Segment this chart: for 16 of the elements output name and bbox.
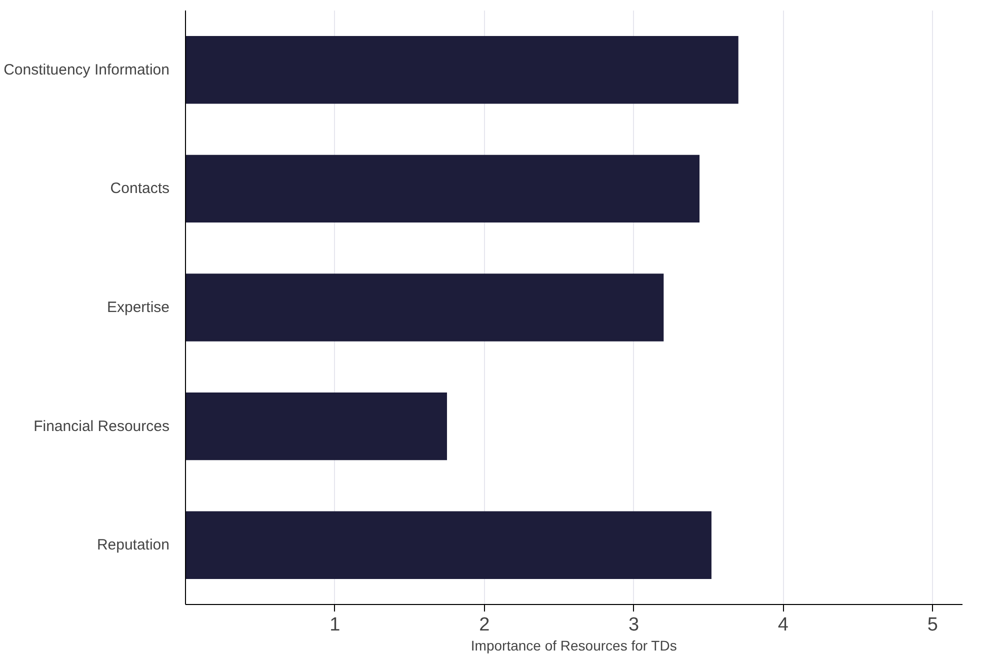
bar <box>186 274 664 342</box>
x-tick-label: 2 <box>479 614 490 636</box>
y-tick-label: Reputation <box>96 536 170 554</box>
bar <box>186 154 700 223</box>
bar <box>186 392 447 460</box>
x-tick-label: 1 <box>330 614 340 636</box>
x-axis-title: Importance of Resources for TDs <box>470 638 677 654</box>
bar <box>186 511 712 579</box>
y-tick-label: Constituency Information <box>4 61 170 78</box>
x-tick-label: 5 <box>927 614 938 636</box>
x-tick-label: 4 <box>778 614 789 636</box>
y-tick-label: Contacts <box>110 180 170 198</box>
bar <box>186 36 738 104</box>
x-tick-label: 3 <box>628 614 640 636</box>
y-tick-label: Financial Resources <box>34 418 170 435</box>
y-tick-label: Expertise <box>106 299 170 316</box>
